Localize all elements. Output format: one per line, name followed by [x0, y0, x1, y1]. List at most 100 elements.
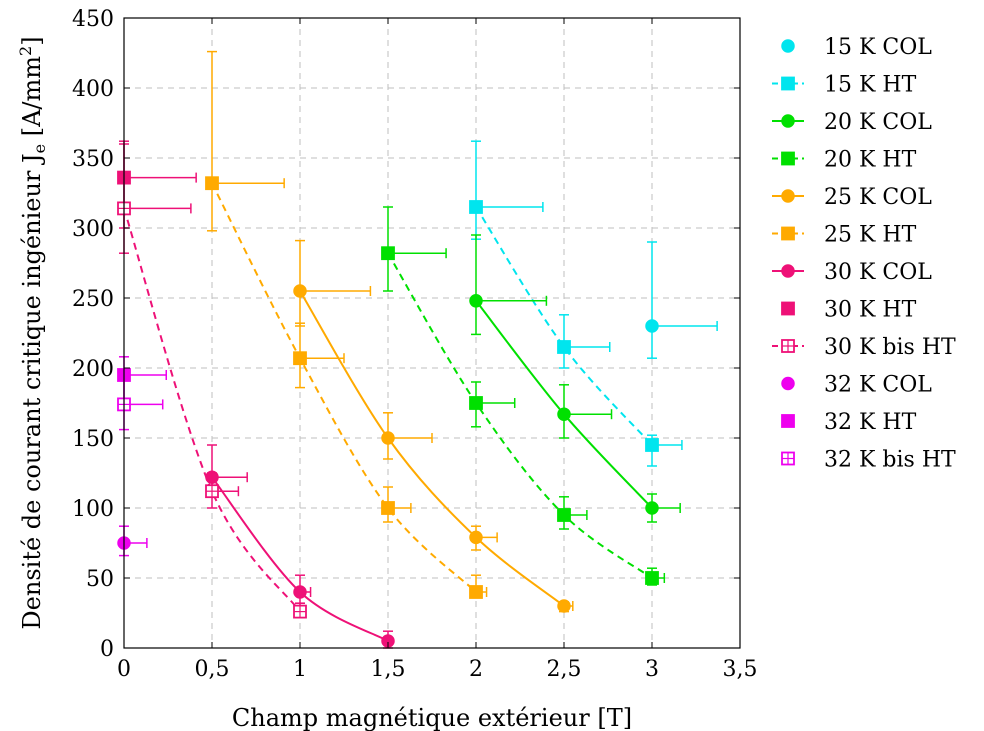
- data-point: [557, 508, 571, 522]
- data-point: [645, 438, 659, 452]
- marker-square: [293, 351, 307, 366]
- y-tick-label: 350: [72, 147, 114, 172]
- legend-item: 15 K COL: [781, 35, 932, 60]
- legend-marker: [781, 76, 795, 91]
- y-tick-label: 400: [72, 77, 114, 102]
- series-25-k-col: [293, 239, 574, 613]
- x-tick-label: 3,5: [723, 657, 758, 682]
- series-line: [299, 290, 565, 607]
- data-point: [293, 351, 307, 366]
- legend-item: 15 K HT: [772, 73, 917, 98]
- legend-label: 30 K COL: [824, 260, 932, 285]
- legend: 15 K COL 15 K HT 20 K COL 20 K HT 25 K COL 25…: [772, 35, 956, 473]
- y-axis-title-sub: e: [30, 144, 49, 153]
- x-tick-label: 0: [117, 657, 131, 682]
- x-tick-label: 0,5: [195, 657, 230, 682]
- x-tick-label: 2,5: [547, 657, 582, 682]
- legend-item: 32 K HT: [781, 410, 917, 435]
- series-15-k-col: [645, 241, 718, 359]
- marker-square: [557, 508, 571, 522]
- legend-item: 30 K HT: [781, 298, 917, 323]
- y-axis-title: Densité de courant critique ingénieur Je…: [16, 36, 49, 629]
- y-tick-label: 200: [72, 357, 114, 382]
- marker-square: [205, 176, 219, 191]
- error-bar: [647, 241, 718, 359]
- data-point: [645, 319, 659, 333]
- marker-square: [469, 200, 483, 214]
- y-axis-title-main: Densité de courant critique ingénieur J: [18, 153, 46, 629]
- marker-square: [781, 226, 795, 241]
- legend-label: 15 K COL: [824, 35, 932, 60]
- data-point: [381, 431, 395, 445]
- legend-item: 20 K COL: [772, 110, 932, 135]
- y-axis-title-close: ]: [18, 36, 46, 45]
- series-20-k-col: [469, 234, 681, 523]
- series-line: [123, 208, 301, 613]
- y-tick-label: 300: [72, 217, 114, 242]
- data-point: [205, 484, 219, 499]
- y-axis-title-sup: 2: [16, 46, 35, 56]
- legend-label: 20 K HT: [824, 148, 917, 173]
- legend-marker: [781, 39, 795, 53]
- legend-item: 32 K bis HT: [781, 448, 956, 473]
- legend-item: 20 K HT: [772, 148, 917, 173]
- data-point: [469, 396, 483, 410]
- data-point: [469, 585, 483, 599]
- legend-marker: [781, 301, 795, 316]
- ticks: 0 0,5 1 1,5 2 2,5 3 3,5 0 50 100 150 200 250 300 350 400…: [72, 7, 758, 682]
- marker-square: [557, 340, 571, 354]
- data-point: [381, 246, 395, 261]
- series-32-k-ht: [117, 356, 167, 403]
- legend-marker: [781, 264, 795, 278]
- marker-square: [381, 246, 395, 261]
- data-point: [293, 284, 307, 298]
- x-axis-title: Champ magnétique extérieur [T]: [232, 704, 632, 731]
- series-20-k-ht: [381, 206, 666, 586]
- grid: [124, 18, 740, 648]
- legend-label: 32 K COL: [824, 373, 932, 398]
- marker-square: [469, 585, 483, 599]
- x-tick-label: 2: [469, 657, 483, 682]
- y-tick-label: 0: [100, 637, 114, 662]
- data-point: [205, 176, 219, 191]
- y-tick-label: 150: [72, 427, 114, 452]
- marker-square: [469, 396, 483, 410]
- series-32-k-bis-ht: [117, 379, 164, 431]
- legend-label: 30 K HT: [824, 298, 917, 323]
- marker-square: [645, 438, 659, 452]
- data-point: [381, 501, 395, 515]
- series-15-k-ht: [469, 140, 683, 467]
- legend-label: 15 K HT: [824, 73, 917, 98]
- legend-marker: [781, 451, 795, 466]
- marker-square: [781, 76, 795, 91]
- legend-label: 32 K HT: [824, 410, 917, 435]
- data-point: [557, 340, 571, 354]
- y-tick-label: 450: [72, 7, 114, 32]
- y-axis-title-unit: [A/mm: [18, 56, 46, 144]
- legend-marker: [781, 414, 795, 428]
- legend-item: 30 K COL: [772, 260, 932, 285]
- data-point: [645, 571, 659, 585]
- legend-marker: [781, 339, 795, 353]
- marker-square: [781, 414, 795, 428]
- legend-marker: [781, 376, 795, 391]
- legend-label: 20 K COL: [824, 110, 932, 135]
- legend-label: 25 K COL: [824, 185, 932, 210]
- data-point: [293, 585, 307, 599]
- legend-item: 30 K bis HT: [772, 335, 956, 360]
- marker-square: [645, 571, 659, 585]
- legend-marker: [781, 151, 795, 166]
- legend-item: 32 K COL: [781, 373, 932, 398]
- series-layer: [117, 50, 718, 649]
- y-tick-label: 100: [72, 497, 114, 522]
- marker-square: [781, 301, 795, 316]
- y-tick-label: 50: [86, 567, 114, 592]
- data-point: [469, 530, 483, 545]
- marker-square: [381, 501, 395, 515]
- legend-label: 32 K bis HT: [824, 448, 956, 473]
- legend-marker: [781, 114, 795, 128]
- series-line: [475, 206, 653, 446]
- legend-label: 25 K HT: [824, 223, 917, 248]
- error-bar: [207, 50, 285, 232]
